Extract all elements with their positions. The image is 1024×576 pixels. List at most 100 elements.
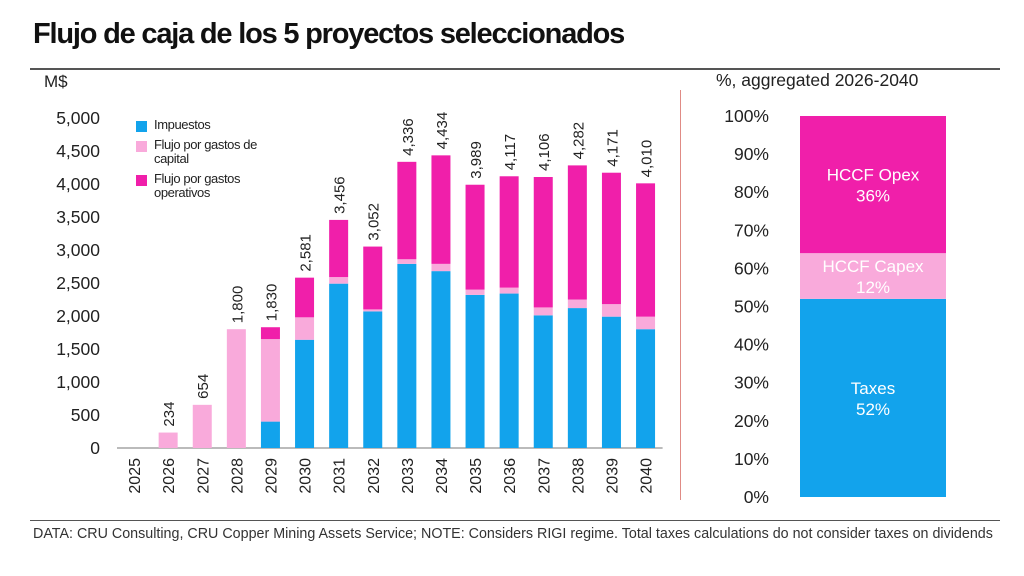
y-tick-label: 5,000 bbox=[56, 108, 100, 128]
x-tick-label-2029: 2029 bbox=[263, 458, 280, 494]
bar-segment-capex-2029 bbox=[260, 339, 280, 422]
bar-segment-opex-2032 bbox=[363, 246, 383, 310]
total-label-2038: 4,282 bbox=[570, 122, 587, 160]
pct-segment-taxes bbox=[800, 298, 946, 497]
footer-note: DATA: CRU Consulting, CRU Copper Mining … bbox=[33, 526, 993, 542]
pct-tick-label: 100% bbox=[724, 106, 769, 126]
bar-segment-opex-2029 bbox=[260, 327, 280, 340]
total-label-2032: 3,052 bbox=[366, 203, 383, 241]
bar-segment-capex-2035 bbox=[465, 289, 485, 295]
pct-segment-opex bbox=[800, 116, 946, 254]
bar-segment-capex-2040 bbox=[636, 316, 656, 330]
pct-tick-label: 90% bbox=[734, 144, 769, 164]
pct-segment-capex bbox=[800, 253, 946, 299]
legend-item-opex: Flujo por gastos operativos bbox=[136, 172, 269, 200]
pct-segment-name-taxes: Taxes bbox=[851, 379, 895, 398]
bar-segment-opex-2040 bbox=[636, 183, 656, 317]
total-label-2039: 4,171 bbox=[604, 129, 621, 167]
x-tick-label-2039: 2039 bbox=[604, 458, 621, 494]
total-label-2035: 3,989 bbox=[468, 141, 485, 179]
y-axis-unit-label: M$ bbox=[44, 72, 68, 91]
bar-segment-opex-2036 bbox=[499, 176, 519, 288]
pct-tick-label: 40% bbox=[734, 335, 769, 355]
total-label-2026: 234 bbox=[161, 402, 178, 427]
bar-segment-taxes-2039 bbox=[601, 316, 621, 448]
x-tick-label-2032: 2032 bbox=[366, 458, 383, 494]
title-rule bbox=[30, 68, 1000, 70]
bar-segment-opex-2038 bbox=[567, 165, 587, 300]
total-label-2027: 654 bbox=[195, 374, 212, 399]
pct-tick-label: 60% bbox=[734, 258, 769, 278]
x-tick-label-2027: 2027 bbox=[195, 458, 212, 494]
pct-tick-label: 10% bbox=[734, 449, 769, 469]
bar-segment-capex-2030 bbox=[295, 317, 315, 340]
bar-segment-capex-2027 bbox=[192, 404, 212, 448]
total-label-2040: 4,010 bbox=[639, 140, 656, 178]
total-label-2029: 1,830 bbox=[263, 284, 280, 322]
legend: Impuestos Flujo por gastos de capital Fl… bbox=[136, 118, 269, 206]
y-tick-label: 3,500 bbox=[56, 207, 100, 227]
total-label-2031: 3,456 bbox=[332, 176, 349, 214]
x-tick-label-2040: 2040 bbox=[639, 458, 656, 494]
bar-segment-opex-2037 bbox=[533, 177, 553, 308]
y-tick-label: 4,500 bbox=[56, 141, 100, 161]
pct-tick-label: 30% bbox=[734, 373, 769, 393]
pct-segment-name-capex: HCCF Capex bbox=[822, 257, 924, 276]
right-chart-title: %, aggregated 2026-2040 bbox=[716, 70, 919, 90]
bar-segment-taxes-2030 bbox=[295, 339, 315, 448]
total-label-2028: 1,800 bbox=[229, 286, 246, 324]
x-tick-label-2038: 2038 bbox=[570, 458, 587, 494]
legend-item-capex: Flujo por gastos de capital bbox=[136, 138, 269, 166]
bar-segment-opex-2034 bbox=[431, 155, 451, 264]
bar-segment-taxes-2038 bbox=[567, 308, 587, 448]
x-tick-label-2036: 2036 bbox=[502, 458, 519, 494]
y-tick-label: 4,000 bbox=[56, 174, 100, 194]
panel-divider bbox=[680, 90, 681, 500]
bar-segment-taxes-2032 bbox=[363, 311, 383, 448]
bar-segment-capex-2037 bbox=[533, 307, 553, 316]
legend-label-capex: Flujo por gastos de capital bbox=[154, 137, 257, 166]
legend-label-taxes: Impuestos bbox=[154, 117, 211, 132]
bar-segment-capex-2038 bbox=[567, 299, 587, 309]
bar-segment-capex-2036 bbox=[499, 287, 519, 294]
legend-item-taxes: Impuestos bbox=[136, 118, 269, 132]
bar-segment-capex-2028 bbox=[226, 329, 246, 448]
bar-segment-opex-2035 bbox=[465, 184, 485, 290]
legend-swatch-taxes bbox=[136, 121, 147, 132]
pct-tick-label: 0% bbox=[744, 487, 769, 507]
bar-segment-taxes-2031 bbox=[329, 283, 349, 448]
bar-segment-taxes-2033 bbox=[397, 263, 417, 448]
pct-segment-value-opex: 36% bbox=[856, 187, 890, 206]
x-tick-label-2033: 2033 bbox=[400, 458, 417, 494]
bar-segment-taxes-2034 bbox=[431, 271, 451, 448]
total-label-2030: 2,581 bbox=[298, 234, 315, 272]
footer-rule bbox=[30, 520, 1000, 521]
total-label-2034: 4,434 bbox=[434, 112, 451, 150]
legend-label-opex: Flujo por gastos operativos bbox=[154, 171, 241, 200]
bar-segment-opex-2039 bbox=[601, 172, 621, 305]
pct-segment-name-opex: HCCF Opex bbox=[827, 166, 920, 185]
bar-segment-opex-2031 bbox=[329, 219, 349, 278]
bar-segment-capex-2032 bbox=[363, 309, 383, 312]
bar-segment-capex-2026 bbox=[158, 432, 178, 448]
pct-tick-label: 70% bbox=[734, 220, 769, 240]
pct-tick-label: 50% bbox=[734, 297, 769, 317]
y-tick-label: 2,500 bbox=[56, 273, 100, 293]
y-tick-label: 1,000 bbox=[56, 372, 100, 392]
chart-title: Flujo de caja de los 5 proyectos selecci… bbox=[33, 18, 625, 50]
total-label-2036: 4,117 bbox=[502, 134, 519, 170]
bar-segment-opex-2033 bbox=[397, 161, 417, 260]
total-label-2037: 4,106 bbox=[536, 133, 553, 171]
y-tick-label: 2,000 bbox=[56, 306, 100, 326]
x-tick-label-2030: 2030 bbox=[298, 458, 315, 494]
pct-tick-label: 80% bbox=[734, 182, 769, 202]
x-tick-label-2026: 2026 bbox=[161, 458, 178, 494]
bar-segment-taxes-2029 bbox=[260, 421, 280, 448]
pct-tick-label: 20% bbox=[734, 411, 769, 431]
x-tick-label-2028: 2028 bbox=[229, 458, 246, 494]
bar-segment-capex-2039 bbox=[601, 304, 621, 317]
y-tick-label: 1,500 bbox=[56, 339, 100, 359]
y-tick-label: 3,000 bbox=[56, 240, 100, 260]
bar-segment-capex-2033 bbox=[397, 259, 417, 264]
